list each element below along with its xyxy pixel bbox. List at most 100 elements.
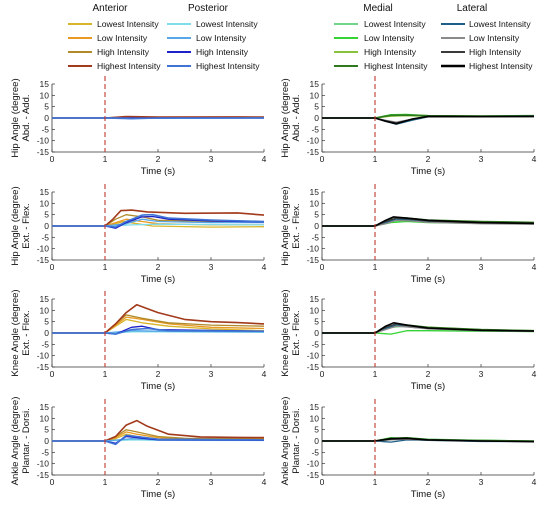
y-axis-label-line1: Ankle Angle (degree) — [10, 397, 21, 486]
x-axis-label: Time (s) — [411, 274, 445, 285]
y-axis-label-line1: Hip Angle (degree) — [10, 186, 21, 265]
y-tick-label: -15 — [37, 255, 50, 265]
y-tick-label: 0 — [44, 436, 49, 446]
y-axis-label-line2: Plantar. - Dorsi. — [291, 408, 302, 473]
series-line-lateral-3 — [322, 216, 535, 227]
y-axis-label-line2: Ext. - Flex. — [291, 310, 302, 355]
y-axis-label-line2: Abd. - Add. — [291, 94, 302, 141]
series-line-lateral-3 — [322, 321, 535, 334]
y-axis-label-line2: Ext. - Flex. — [21, 310, 32, 355]
series-line-posterior-3 — [52, 117, 264, 120]
x-axis-label: Time (s) — [141, 166, 175, 177]
series-line-anterior-3 — [52, 303, 265, 334]
y-tick-label: 15 — [40, 294, 50, 304]
series-line-anterior-3 — [52, 209, 265, 227]
x-tick-label: 2 — [156, 154, 161, 164]
x-tick-label: 3 — [209, 262, 214, 272]
legend-label-medial-highest: Highest Intensity — [364, 61, 428, 71]
series-line-lateral-3 — [322, 115, 535, 125]
y-tick-label: -15 — [307, 255, 320, 265]
y-tick-label: 15 — [310, 294, 320, 304]
legend-label-posterior-lowest: Lowest Intensity — [196, 19, 258, 29]
y-tick-label: 10 — [310, 413, 320, 423]
x-tick-label: 0 — [320, 262, 325, 272]
x-tick-label: 1 — [373, 262, 378, 272]
y-tick-label: -15 — [307, 470, 320, 480]
legend-label-lateral-high: High Intensity — [469, 47, 522, 57]
legend-label-anterior-low: Low Intensity — [97, 33, 148, 43]
legend-label-posterior-high: High Intensity — [196, 47, 249, 57]
y-tick-label: 5 — [44, 210, 49, 220]
y-tick-label: 0 — [44, 328, 49, 338]
y-tick-label: -5 — [41, 447, 49, 457]
x-tick-label: 2 — [156, 369, 161, 379]
x-tick-label: 4 — [262, 154, 267, 164]
x-tick-label: 4 — [532, 154, 537, 164]
y-tick-label: 5 — [314, 425, 319, 435]
legend-label-posterior-highest: Highest Intensity — [196, 61, 260, 71]
y-tick-label: 10 — [310, 198, 320, 208]
x-tick-label: 4 — [532, 477, 537, 487]
y-tick-label: -15 — [37, 362, 50, 372]
y-tick-label: 5 — [44, 102, 49, 112]
x-tick-label: 0 — [50, 262, 55, 272]
y-tick-label: -15 — [37, 470, 50, 480]
y-axis-label-line1: Knee Angle (degree) — [10, 289, 21, 376]
y-tick-label: 10 — [40, 413, 50, 423]
x-tick-label: 4 — [262, 262, 267, 272]
legend-label-anterior-high: High Intensity — [97, 47, 150, 57]
y-tick-label: 10 — [40, 305, 50, 315]
x-tick-label: 1 — [103, 262, 108, 272]
y-tick-label: 5 — [44, 425, 49, 435]
y-tick-label: -15 — [307, 362, 320, 372]
x-tick-label: 2 — [426, 154, 431, 164]
y-tick-label: -15 — [307, 147, 320, 157]
y-tick-label: 15 — [310, 79, 320, 89]
x-tick-label: 1 — [103, 369, 108, 379]
x-axis-label: Time (s) — [411, 166, 445, 177]
x-tick-label: 3 — [209, 369, 214, 379]
x-tick-label: 0 — [50, 477, 55, 487]
x-axis-label: Time (s) — [141, 489, 175, 500]
x-axis-label: Time (s) — [411, 381, 445, 392]
y-axis-label-line2: Ext. - Flex. — [21, 203, 32, 248]
legend-anterior: Lowest Intensity Low Intensity High Inte… — [68, 19, 161, 71]
y-tick-label: 5 — [314, 102, 319, 112]
y-tick-label: 5 — [44, 317, 49, 327]
y-tick-label: -5 — [311, 232, 319, 242]
y-tick-label: 0 — [314, 436, 319, 446]
legend-header-anterior: Anterior — [92, 3, 128, 14]
x-tick-label: 1 — [373, 369, 378, 379]
y-tick-label: -10 — [37, 459, 50, 469]
y-axis-label-line1: Hip Angle (degree) — [280, 186, 291, 265]
x-tick-label: 4 — [532, 369, 537, 379]
x-tick-label: 2 — [156, 262, 161, 272]
legend-label-medial-high: High Intensity — [364, 47, 417, 57]
y-tick-label: 15 — [310, 187, 320, 197]
y-tick-label: -10 — [307, 351, 320, 361]
x-tick-label: 3 — [209, 154, 214, 164]
x-tick-label: 2 — [426, 262, 431, 272]
y-tick-label: -10 — [307, 459, 320, 469]
y-tick-label: 0 — [44, 221, 49, 231]
x-tick-label: 0 — [320, 369, 325, 379]
x-tick-label: 4 — [262, 477, 267, 487]
x-tick-label: 2 — [426, 369, 431, 379]
y-tick-label: -10 — [37, 136, 50, 146]
y-tick-label: -5 — [41, 339, 49, 349]
y-tick-label: 10 — [310, 90, 320, 100]
y-tick-label: 10 — [40, 90, 50, 100]
y-tick-label: -10 — [307, 244, 320, 254]
y-tick-label: -5 — [311, 124, 319, 134]
x-tick-label: 0 — [50, 369, 55, 379]
legend-lateral: Lowest Intensity Low Intensity High Inte… — [441, 19, 533, 71]
series-line-anterior-3 — [52, 419, 265, 442]
y-tick-label: -5 — [41, 232, 49, 242]
legend-header-posterior: Posterior — [188, 3, 229, 14]
y-tick-label: -10 — [37, 351, 50, 361]
